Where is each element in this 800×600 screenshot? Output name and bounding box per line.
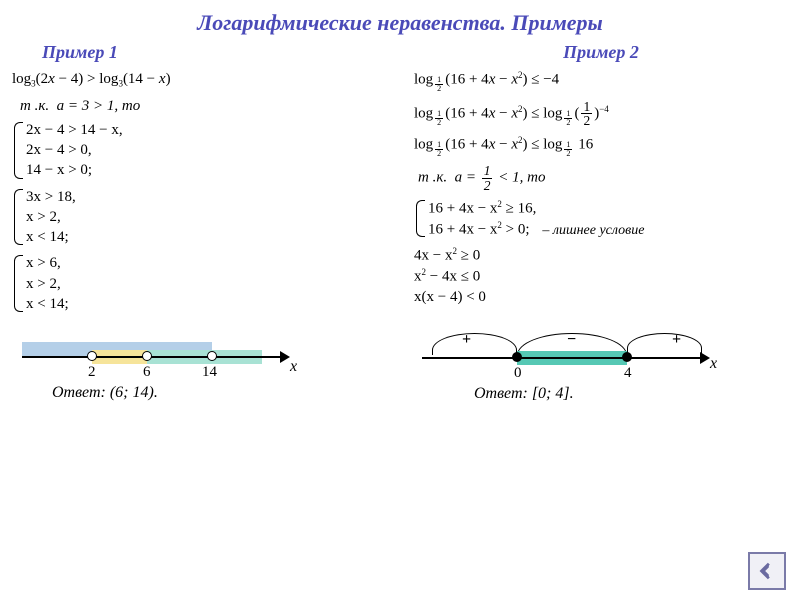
sys-row: 2x − 4 > 14 − x,	[26, 120, 386, 140]
x-axis-label: x	[290, 358, 297, 376]
ex1-system-2: 3x > 18, x > 2, x < 14;	[12, 187, 386, 248]
content-columns: Пример 1 log3(2x − 4) > log3(14 − x) т .…	[0, 36, 800, 403]
sys-row: x > 2,	[26, 207, 386, 227]
sys-row: x < 14;	[26, 227, 386, 247]
sys-row: 16 + 4x − x2 ≥ 16,	[428, 198, 536, 219]
closed-point	[622, 352, 632, 362]
example-1-heading: Пример 1	[12, 42, 386, 63]
ex2-number-line: + − + 0 4 x	[422, 311, 722, 381]
axis	[422, 357, 702, 359]
ex2-post: x(x − 4) < 0	[414, 287, 788, 307]
redundant-note: – лишнее условие	[542, 223, 644, 239]
page-title: Логарифмические неравенства. Примеры	[0, 0, 800, 36]
sign-arc	[627, 333, 702, 355]
sys-row: 3x > 18,	[26, 187, 386, 207]
arrowhead-icon	[280, 351, 290, 363]
sys-row: 16 + 4x − x2 > 0;	[428, 219, 536, 240]
ex2-post: x2 − 4x ≤ 0	[414, 266, 788, 287]
closed-point	[512, 352, 522, 362]
ex2-since: т .к. a = 12 < 1, то	[418, 164, 788, 192]
sys-row: x < 14;	[26, 294, 386, 314]
sys-row: 2x − 4 > 0,	[26, 140, 386, 160]
ex2-step: log12(16 + 4x − x2) ≤ −4	[414, 69, 788, 94]
example-2-heading: Пример 2	[414, 42, 788, 63]
arrowhead-icon	[700, 352, 710, 364]
tick-label: 4	[624, 365, 632, 382]
sys-row: x > 2,	[26, 274, 386, 294]
sign-label: −	[567, 331, 576, 349]
tick-label: 2	[88, 364, 96, 381]
back-arrow-icon	[756, 560, 778, 582]
example-1: Пример 1 log3(2x − 4) > log3(14 − x) т .…	[12, 42, 394, 403]
ex2-step: log12(16 + 4x − x2) ≤ log12(12)−4	[414, 100, 788, 128]
sys-row: 14 − x > 0;	[26, 160, 386, 180]
ex2-step: log12(16 + 4x − x2) ≤ log12 16	[414, 134, 788, 159]
sign-arc	[432, 333, 517, 355]
ex2-system-1: 16 + 4x − x2 ≥ 16, 16 + 4x − x2 > 0;	[414, 198, 536, 239]
tick-label: 0	[514, 365, 522, 382]
sign-label: +	[462, 331, 471, 349]
x-axis-label: x	[710, 355, 717, 373]
ex1-since: т .к. a = 3 > 1, то	[20, 96, 386, 116]
ex1-system-1: 2x − 4 > 14 − x, 2x − 4 > 0, 14 − x > 0;	[12, 120, 386, 181]
tick-label: 14	[202, 364, 217, 381]
example-2: Пример 2 log12(16 + 4x − x2) ≤ −4 log12(…	[394, 42, 788, 403]
sign-label: +	[672, 331, 681, 349]
ex2-post: 4x − x2 ≥ 0	[414, 245, 788, 266]
ex1-system-3: x > 6, x > 2, x < 14;	[12, 253, 386, 314]
tick-label: 6	[143, 364, 151, 381]
ex1-number-line: 2 6 14 x	[22, 320, 302, 380]
back-button[interactable]	[748, 552, 786, 590]
sys-row: x > 6,	[26, 253, 386, 273]
axis	[22, 356, 282, 358]
ex1-answer: Ответ: (6; 14).	[52, 384, 386, 402]
ex1-inequality: log3(2x − 4) > log3(14 − x)	[12, 69, 386, 90]
ex2-answer: Ответ: [0; 4].	[474, 385, 788, 403]
